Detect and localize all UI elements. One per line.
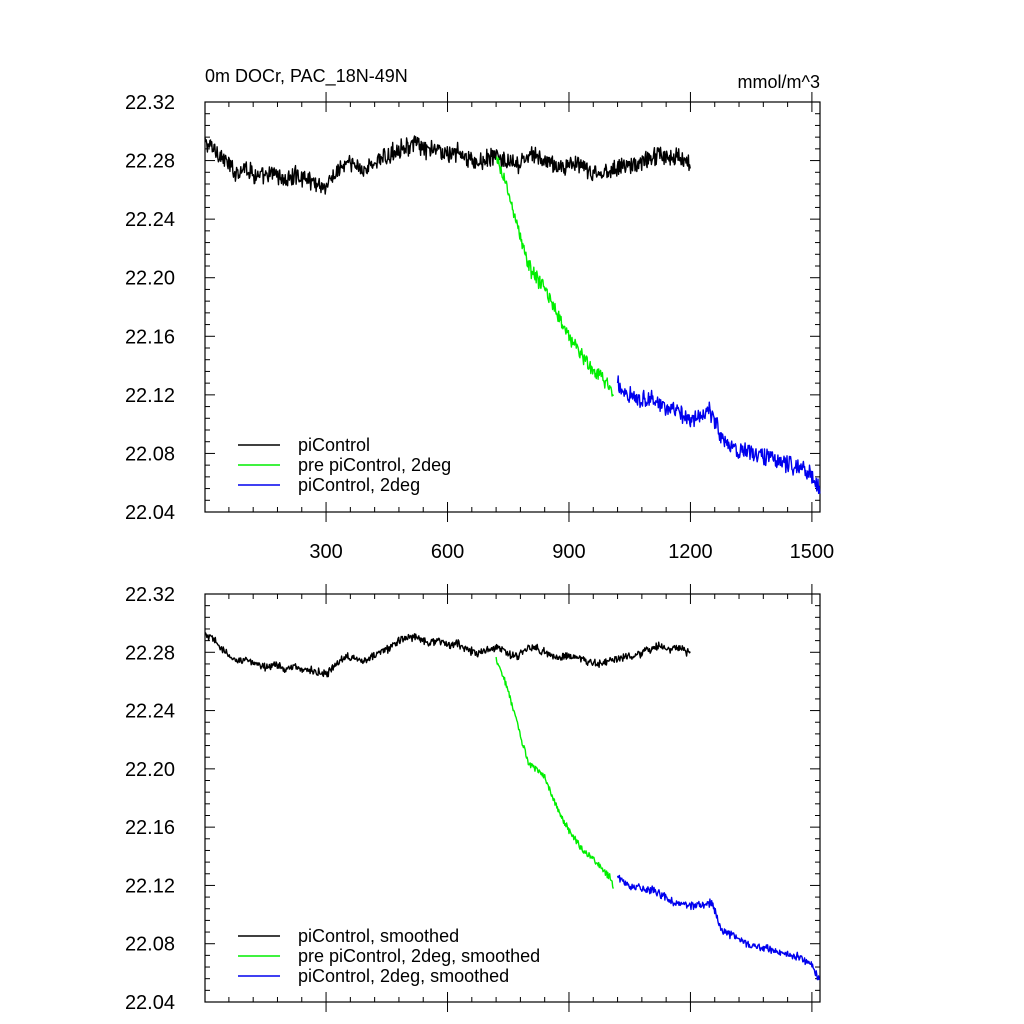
series-line xyxy=(616,874,821,981)
y-tick-label: 22.28 xyxy=(125,642,175,664)
bottom-panel-series xyxy=(204,632,821,981)
y-tick-label: 22.32 xyxy=(125,92,175,114)
y-tick-label: 22.16 xyxy=(125,817,175,839)
series-line xyxy=(616,375,821,495)
x-tick-label: 1500 xyxy=(790,541,835,563)
y-tick-label: 22.32 xyxy=(125,584,175,606)
y-tick-label: 22.16 xyxy=(125,326,175,348)
legend-label: piControl, 2deg xyxy=(298,475,420,495)
y-tick-label: 22.12 xyxy=(125,875,175,897)
top-panel-series xyxy=(204,135,821,495)
y-tick-label: 22.04 xyxy=(125,502,175,524)
series-line xyxy=(495,656,614,889)
bottom-panel: 22.04 22.08 22.12 22.16 22.20 22.24 22.28 22.32… xyxy=(125,584,821,1014)
figure-title: 0m DOCr, PAC_18N-49N xyxy=(205,66,408,87)
y-tick-label: 22.04 xyxy=(125,992,175,1014)
series-line xyxy=(204,135,691,195)
x-tick-label: 300 xyxy=(309,541,342,563)
bottom-panel-ticks: 22.04 22.08 22.12 22.16 22.20 22.24 22.28 22.32 xyxy=(125,584,820,1014)
y-tick-label: 22.28 xyxy=(125,151,175,173)
y-tick-label: 22.24 xyxy=(125,209,175,231)
legend-label: piControl xyxy=(298,435,370,455)
y-tick-label: 22.12 xyxy=(125,385,175,407)
x-tick-label: 900 xyxy=(552,541,585,563)
x-tick-label: 600 xyxy=(431,541,464,563)
y-tick-label: 22.08 xyxy=(125,934,175,956)
top-panel-frame xyxy=(204,101,821,513)
series-line xyxy=(495,156,614,397)
legend-label: pre piControl, 2deg, smoothed xyxy=(298,946,540,966)
bottom-panel-frame xyxy=(204,593,821,1003)
legend-label: piControl, smoothed xyxy=(298,926,459,946)
legend-label: piControl, 2deg, smoothed xyxy=(298,966,509,986)
units-label: mmol/m^3 xyxy=(738,72,820,92)
top-panel-ticks: 22.04 22.08 22.12 22.16 22.20 22.24 22.28 22.32… xyxy=(125,92,834,563)
legend-label: pre piControl, 2deg xyxy=(298,455,451,475)
x-tick-label: 1200 xyxy=(668,541,713,563)
y-tick-label: 22.20 xyxy=(125,759,175,781)
series-line xyxy=(204,632,691,678)
y-tick-label: 22.24 xyxy=(125,701,175,723)
y-tick-label: 22.20 xyxy=(125,268,175,290)
top-panel: 22.04 22.08 22.12 22.16 22.20 22.24 22.28 22.32… xyxy=(125,92,834,563)
y-tick-label: 22.08 xyxy=(125,443,175,465)
